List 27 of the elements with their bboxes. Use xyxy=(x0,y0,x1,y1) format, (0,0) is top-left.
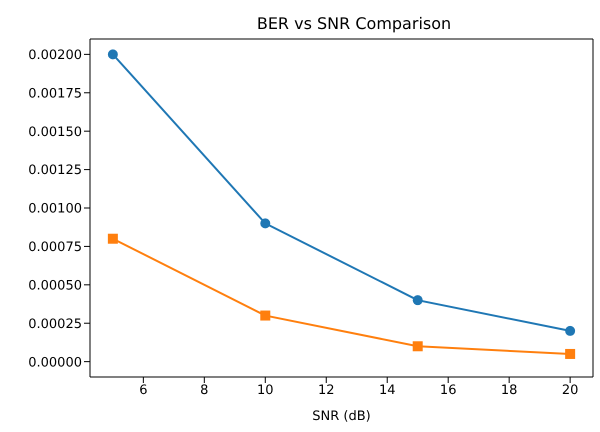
x-tick-label: 14 xyxy=(378,383,396,398)
point xyxy=(260,310,270,321)
x-tick-label: 16 xyxy=(440,383,456,398)
y-tick-label: 0.00200 xyxy=(28,48,82,63)
x-tick-label: 8 xyxy=(200,383,208,398)
point xyxy=(108,234,118,244)
x-tick-label: 20 xyxy=(562,383,578,398)
x-axis-title: SNR (dB) xyxy=(312,409,371,424)
y-tick-label: 0.00100 xyxy=(28,202,82,217)
y-tick-label: 0.00125 xyxy=(28,163,82,178)
x-tick-label: 12 xyxy=(318,383,335,398)
x-tick-label: 18 xyxy=(500,383,518,398)
point xyxy=(260,218,270,228)
x-tick-label: 10 xyxy=(257,383,274,398)
y-tick-label: 0.00175 xyxy=(28,86,82,102)
y-tick-label: 0.00150 xyxy=(28,124,82,140)
point xyxy=(412,341,423,352)
point xyxy=(412,295,423,306)
y-tick-label: 0.00075 xyxy=(28,240,82,256)
point xyxy=(565,348,576,359)
y-tick-label: 0.00025 xyxy=(28,316,82,332)
y-tick-label: 0.00000 xyxy=(28,355,82,370)
point xyxy=(108,49,118,60)
chart-title: BER vs SNR Comparison xyxy=(256,14,452,33)
y-tick-label: 0.00050 xyxy=(28,278,82,294)
x-tick-label: 6 xyxy=(139,383,148,398)
point xyxy=(565,326,576,336)
